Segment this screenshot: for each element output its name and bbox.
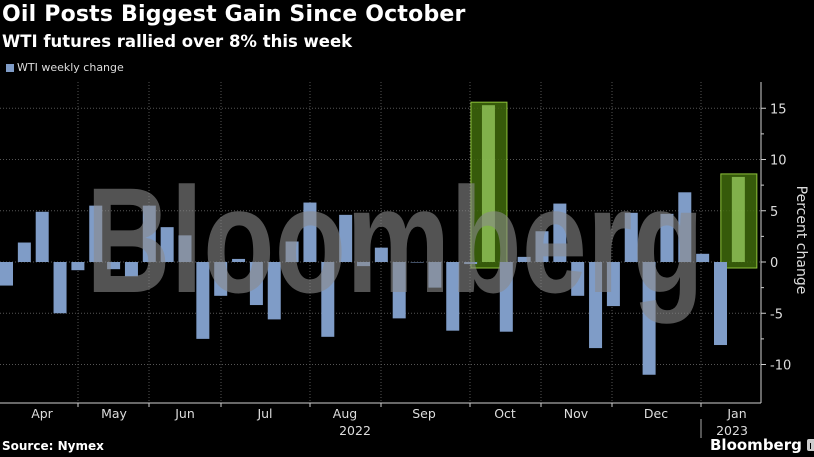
legend: WTI weekly change: [6, 61, 124, 74]
bar: [731, 176, 745, 262]
x-month-label: Jan: [726, 406, 746, 421]
bar: [428, 262, 442, 288]
x-month-label: Aug: [333, 406, 357, 421]
bar: [714, 262, 727, 346]
bar: [249, 262, 263, 306]
y-tick-label: 0: [770, 256, 778, 271]
brand-label: Bloomberg: [710, 436, 802, 454]
bar: [606, 262, 620, 307]
bar: [517, 256, 531, 262]
bar: [535, 231, 549, 262]
x-month-label: Jul: [256, 406, 272, 421]
bar: [17, 242, 31, 262]
y-tick-label: 10: [770, 154, 787, 169]
bar: [321, 262, 335, 337]
bar: [678, 192, 692, 262]
bar: [142, 205, 156, 262]
bar: [553, 203, 567, 262]
bar: [642, 262, 656, 375]
bar: [357, 262, 370, 267]
x-month-label: Sep: [412, 406, 436, 421]
bar: [589, 262, 603, 349]
x-year-label: 2023: [716, 423, 748, 438]
bar: [214, 262, 228, 296]
bar: [392, 262, 406, 319]
x-month-label: Jun: [174, 406, 195, 421]
bar: [660, 213, 674, 262]
bar: [196, 262, 210, 339]
bar: [232, 258, 246, 262]
source-note: Source: Nymex: [2, 439, 104, 453]
bar: [107, 262, 121, 270]
bar: [285, 241, 299, 262]
bar: [374, 247, 388, 262]
legend-swatch: [6, 63, 14, 72]
bar: [0, 262, 13, 286]
bar: [160, 227, 174, 262]
watermark-text: Bloomberg: [86, 156, 704, 324]
bar: [178, 235, 192, 262]
y-tick-label: -5: [770, 307, 783, 322]
bar: [481, 105, 495, 262]
bar: [446, 262, 460, 331]
bar: [303, 202, 317, 262]
x-year-label: 2022: [339, 423, 371, 438]
x-month-label: May: [101, 406, 127, 421]
bloomberg-brand: Bloomberg: [710, 436, 814, 454]
bar: [267, 262, 281, 320]
y-tick-label: -10: [770, 359, 791, 374]
bloomberg-logo-icon: [806, 439, 814, 451]
bar: [464, 262, 478, 265]
y-tick-label: 15: [770, 102, 787, 117]
bar: [35, 211, 49, 262]
bar: [53, 262, 67, 314]
bar: [499, 262, 513, 332]
x-month-label: Apr: [31, 406, 53, 421]
bar: [339, 214, 353, 262]
bar: [624, 212, 638, 262]
bar: [89, 205, 103, 262]
y-axis-label: Percent change: [793, 186, 809, 295]
x-month-label: Oct: [494, 406, 516, 421]
bar: [71, 262, 85, 271]
chart-title: Oil Posts Biggest Gain Since October: [2, 2, 466, 27]
bar: [696, 253, 710, 262]
y-tick-label: 5: [770, 205, 778, 220]
chart-subtitle: WTI futures rallied over 8% this week: [2, 32, 353, 51]
bar: [571, 262, 585, 296]
bar: [124, 262, 138, 277]
legend-label: WTI weekly change: [17, 61, 124, 74]
x-month-label: Dec: [644, 406, 668, 421]
bar: [410, 262, 424, 263]
x-month-label: Nov: [564, 406, 589, 421]
